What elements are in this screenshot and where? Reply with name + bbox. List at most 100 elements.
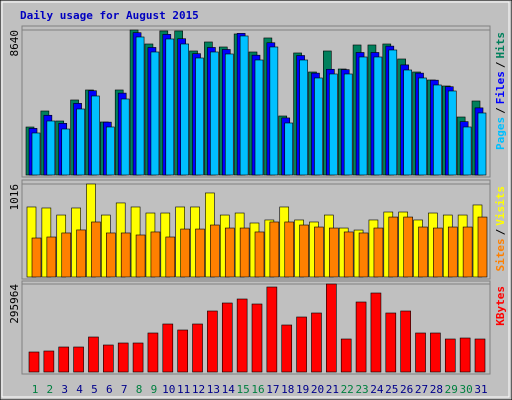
legend-separator: / — [494, 61, 507, 68]
bar — [281, 324, 293, 373]
bar — [195, 57, 204, 176]
x-tick-label: 22 — [341, 383, 354, 396]
bar — [385, 312, 397, 373]
x-tick-label: 15 — [237, 383, 250, 396]
bar — [373, 56, 383, 176]
bar — [150, 231, 161, 278]
x-tick-label: 19 — [296, 383, 309, 396]
legend-entry: KBytes — [494, 286, 507, 326]
x-tick-label: 20 — [311, 383, 324, 396]
bar — [61, 128, 71, 176]
bar — [236, 298, 248, 373]
bar — [447, 90, 457, 176]
bar — [73, 346, 84, 373]
bar — [207, 310, 218, 373]
bar — [31, 237, 42, 278]
legend-entry: Sites — [494, 238, 507, 271]
bar — [433, 227, 443, 278]
bar — [477, 112, 487, 176]
bar — [43, 350, 55, 373]
bar — [91, 221, 101, 278]
bar — [358, 56, 368, 176]
x-tick-label: 14 — [222, 383, 236, 396]
bar — [165, 236, 176, 278]
bar — [147, 332, 159, 373]
bar — [251, 303, 263, 373]
x-tick-label: 12 — [192, 383, 205, 396]
bar — [355, 301, 367, 373]
bar — [299, 59, 308, 176]
bar — [296, 316, 307, 373]
bar — [46, 120, 56, 176]
bar — [61, 232, 72, 278]
chart-title: Daily usage for August 2015 — [20, 9, 199, 22]
bar — [477, 216, 488, 278]
bar — [269, 221, 280, 278]
x-tick-label: 3 — [61, 383, 68, 396]
bar — [266, 286, 278, 373]
bar — [326, 283, 337, 373]
legend: Sites / Visits — [494, 186, 507, 272]
x-tick-label: 23 — [355, 383, 368, 396]
bar — [403, 69, 412, 176]
bar — [180, 228, 190, 278]
bar — [400, 310, 411, 373]
bar — [177, 329, 188, 373]
x-tick-label: 27 — [415, 383, 428, 396]
bar — [311, 312, 322, 373]
legend-entry: Pages — [494, 117, 507, 150]
legend-separator: / — [494, 107, 507, 114]
x-tick-label: 11 — [177, 383, 190, 396]
x-tick-label: 31 — [474, 383, 487, 396]
bar — [314, 226, 324, 278]
bar — [388, 216, 399, 278]
bar — [88, 336, 99, 373]
bar — [373, 227, 384, 278]
bar — [224, 227, 235, 278]
x-tick-label: 25 — [385, 383, 398, 396]
bar — [343, 231, 354, 278]
bar — [76, 229, 86, 278]
bar — [31, 132, 41, 176]
bar — [135, 234, 146, 278]
legend-entry: Files — [494, 71, 507, 104]
bar — [165, 38, 175, 176]
bar — [120, 232, 131, 278]
bar — [210, 224, 220, 278]
bar — [91, 95, 100, 176]
bar — [430, 332, 441, 373]
bar — [340, 338, 352, 373]
bar — [474, 338, 486, 373]
legend: Pages / Files / Hits — [494, 32, 507, 150]
bar — [120, 98, 130, 176]
bar — [284, 122, 294, 176]
bar — [370, 292, 382, 373]
bar — [106, 232, 116, 278]
bar — [462, 126, 472, 176]
legend-entry: Hits — [494, 32, 507, 59]
bar — [76, 108, 85, 176]
bar — [162, 323, 174, 373]
x-tick-label: 8 — [136, 383, 143, 396]
bar — [150, 51, 160, 176]
x-tick-label: 10 — [162, 383, 175, 396]
x-tick-label: 17 — [266, 383, 279, 396]
bar — [28, 351, 40, 373]
bar — [221, 302, 233, 373]
bar — [418, 226, 428, 278]
bar — [418, 77, 427, 176]
x-tick-label: 18 — [281, 383, 294, 396]
bar — [254, 59, 264, 176]
y-tick-label: 1016 — [8, 184, 21, 211]
bar — [433, 84, 442, 176]
x-tick-label: 26 — [400, 383, 413, 396]
bar — [444, 338, 456, 373]
bar — [299, 224, 309, 278]
bar — [358, 232, 369, 278]
y-tick-label: 295964 — [8, 284, 21, 324]
x-tick-label: 9 — [151, 383, 158, 396]
bar — [117, 342, 129, 373]
x-tick-label: 6 — [106, 383, 113, 396]
